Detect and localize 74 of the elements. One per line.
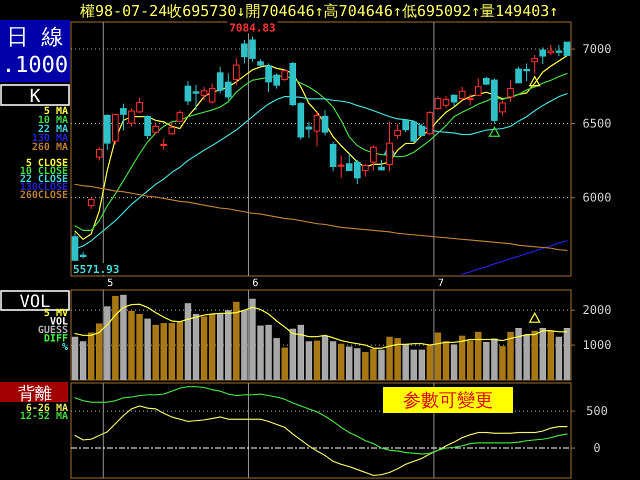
text: 22 MA	[38, 124, 68, 135]
annotation: 参數可變更	[403, 390, 493, 411]
bar	[338, 344, 344, 380]
chart-title: 背離	[18, 384, 52, 404]
candlestick	[386, 122, 393, 172]
bar	[112, 296, 119, 380]
candlestick	[120, 103, 127, 131]
point	[529, 76, 540, 86]
text: 130 MA	[32, 133, 68, 144]
text: 10 MA	[38, 115, 68, 126]
bar	[507, 332, 514, 380]
bar	[531, 330, 538, 380]
candlestick	[426, 110, 434, 136]
y-tick-label: 6500	[582, 116, 612, 130]
candlestick	[233, 58, 240, 86]
y-tick-label: 500	[586, 404, 608, 418]
candlestick	[338, 154, 344, 178]
candlestick	[370, 145, 377, 171]
y-tick-label: 6000	[582, 190, 612, 205]
candlestick	[394, 124, 401, 140]
candlestick	[281, 68, 288, 82]
bar	[442, 341, 450, 380]
text: DIFF	[44, 334, 68, 344]
text: 260 MA	[32, 142, 68, 153]
candlestick	[531, 54, 538, 74]
text: K	[30, 86, 41, 107]
candlestick	[378, 159, 385, 171]
candlestick	[507, 80, 514, 102]
chart-title: 權98-07-24收695730↓開704646↑高704646↑低695092↑量149403↑	[80, 2, 558, 20]
candlestick	[314, 111, 320, 147]
candlestick	[330, 142, 336, 172]
candlestick	[176, 110, 184, 123]
candlestick	[88, 197, 94, 210]
bar	[314, 340, 320, 380]
bar	[281, 348, 288, 380]
text: .1000	[2, 53, 68, 78]
candlestick	[499, 100, 506, 116]
annotation: 5571.93	[73, 263, 120, 276]
candlestick	[152, 123, 159, 135]
bar	[233, 302, 240, 380]
candlestick	[160, 138, 168, 150]
bar	[378, 350, 385, 380]
series-label: 12-52 MA	[20, 411, 68, 422]
candlestick	[168, 122, 176, 136]
bar	[450, 344, 458, 380]
candlestick	[362, 163, 369, 178]
text: %	[62, 342, 68, 353]
bar	[499, 346, 506, 380]
text: 260CLOSE	[20, 190, 68, 201]
y-tick-label: 0	[593, 441, 601, 456]
candlestick	[144, 114, 151, 140]
candlestick	[539, 46, 546, 65]
bar	[548, 330, 554, 380]
candlestick	[96, 146, 103, 162]
x-tick-label: 7	[438, 278, 444, 289]
line-series	[462, 240, 568, 275]
y-tick-label: 2000	[582, 303, 612, 318]
candlestick	[548, 44, 554, 56]
x-tick-label: 6	[252, 278, 258, 289]
text: 5 MA	[44, 106, 68, 117]
bar	[128, 310, 135, 380]
y-tick-label: 1000	[582, 338, 612, 352]
annotation: 7084.83	[229, 21, 276, 34]
bar	[136, 314, 143, 380]
candlestick	[322, 110, 328, 136]
line-series	[74, 386, 568, 455]
candlestick	[474, 78, 482, 97]
point	[488, 126, 500, 137]
line-series	[74, 304, 568, 349]
candlestick	[450, 94, 458, 107]
x-tick-label: 5	[107, 278, 114, 289]
y-tick-label: 7000	[582, 42, 612, 56]
line-series	[74, 184, 568, 252]
text: 日 線	[6, 25, 64, 50]
